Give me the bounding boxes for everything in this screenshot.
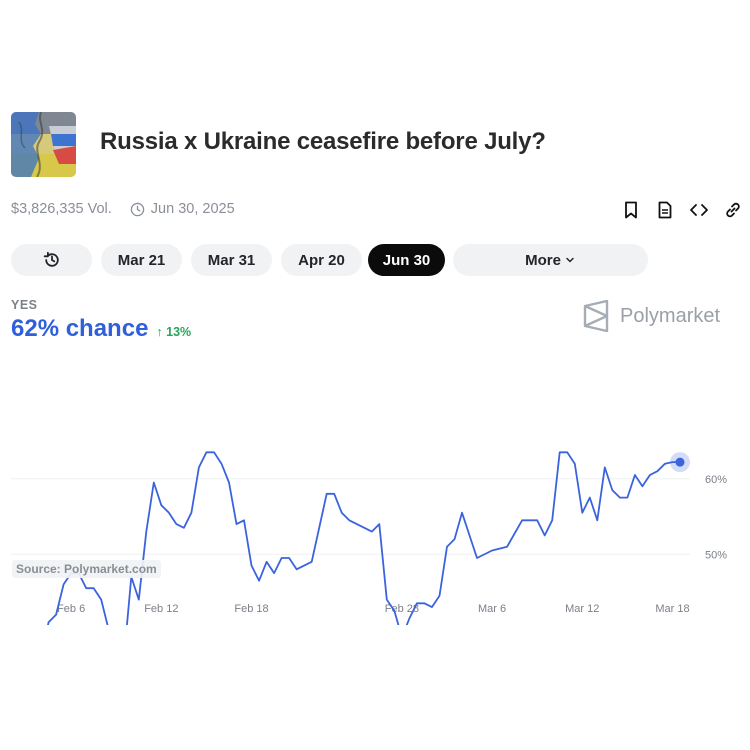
history-button[interactable] xyxy=(11,244,92,276)
source-label: Source: Polymarket.com xyxy=(12,560,161,578)
polymarket-logo-icon xyxy=(583,300,609,332)
tab-mar-31[interactable]: Mar 31 xyxy=(191,244,272,276)
y-tick-label: 60% xyxy=(705,474,727,486)
y-tick-label: 50% xyxy=(705,549,727,561)
x-tick-label: Mar 18 xyxy=(655,603,689,615)
brand-name: Polymarket xyxy=(620,304,721,327)
tab-jun-30[interactable]: Jun 30 xyxy=(368,244,445,276)
history-icon xyxy=(43,251,59,267)
clock-icon xyxy=(130,202,145,216)
outcome-label: YES xyxy=(11,298,38,312)
chance-text: 62% chance xyxy=(11,315,149,342)
market-actions xyxy=(620,199,744,221)
chevron-down-icon xyxy=(566,257,574,263)
document-icon[interactable] xyxy=(654,199,676,221)
market-title: Russia x Ukraine ceasefire before July? xyxy=(100,128,546,155)
chance-value: 62% chance ↑ 13% xyxy=(11,315,191,343)
tab-apr-20[interactable]: Apr 20 xyxy=(281,244,362,276)
current-point xyxy=(675,457,685,467)
more-button[interactable]: More xyxy=(453,244,648,276)
russia-ukraine-flag-icon xyxy=(11,112,76,177)
x-tick-label: Mar 12 xyxy=(565,603,599,615)
delta-badge: ↑ 13% xyxy=(156,325,191,339)
end-date: Jun 30, 2025 xyxy=(130,201,235,217)
bookmark-icon[interactable] xyxy=(620,199,642,221)
more-label: More xyxy=(525,251,561,269)
polymarket-brand: Polymarket xyxy=(582,300,720,332)
x-tick-label: Mar 6 xyxy=(478,603,506,615)
series-line xyxy=(47,451,681,625)
tab-mar-21[interactable]: Mar 21 xyxy=(101,244,182,276)
link-icon[interactable] xyxy=(722,199,744,221)
end-date-text: Jun 30, 2025 xyxy=(150,201,235,217)
x-tick-label: Feb 6 xyxy=(57,603,85,615)
x-tick-label: Feb 12 xyxy=(144,603,178,615)
code-icon[interactable] xyxy=(688,199,710,221)
x-tick-label: Feb 18 xyxy=(234,603,268,615)
delta-text: 13% xyxy=(166,325,192,339)
market-meta: $3,826,335 Vol. Jun 30, 2025 xyxy=(11,201,235,217)
volume-text: $3,826,335 Vol. xyxy=(11,201,112,217)
x-tick-label: Feb 28 xyxy=(385,603,419,615)
arrow-up-icon: ↑ xyxy=(156,325,163,339)
